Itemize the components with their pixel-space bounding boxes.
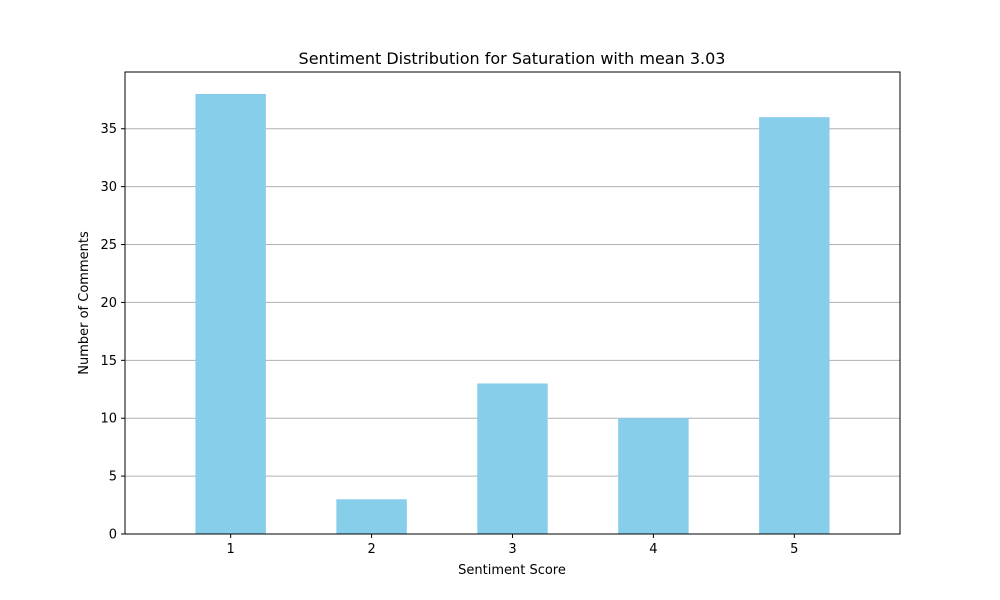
x-axis-ticks: 1 2 3 4 5	[227, 534, 798, 557]
y-tick-label: 35	[100, 122, 117, 137]
y-tick-label: 10	[100, 412, 117, 427]
x-tick-label: 5	[790, 542, 798, 557]
y-tick-label: 0	[109, 528, 117, 543]
y-tick-label: 15	[100, 354, 117, 369]
chart-title: Sentiment Distribution for Saturation wi…	[299, 49, 726, 68]
bar-3	[477, 383, 548, 534]
y-axis-label: Number of Comments	[77, 231, 92, 375]
bar-4	[618, 418, 689, 534]
y-tick-label: 5	[109, 470, 117, 485]
x-tick-label: 2	[367, 542, 375, 557]
y-axis-ticks: 0 5 10 15 20 25 30 35	[100, 122, 125, 543]
bar-2	[336, 499, 407, 534]
y-tick-label: 30	[100, 180, 117, 195]
y-tick-label: 20	[100, 296, 117, 311]
bar-1	[195, 94, 266, 534]
bar-5	[759, 117, 830, 534]
y-tick-label: 25	[100, 238, 117, 253]
x-tick-label: 3	[508, 542, 516, 557]
x-tick-label: 4	[649, 542, 657, 557]
x-tick-label: 1	[227, 542, 235, 557]
x-axis-label: Sentiment Score	[458, 563, 566, 578]
bars	[195, 94, 830, 534]
